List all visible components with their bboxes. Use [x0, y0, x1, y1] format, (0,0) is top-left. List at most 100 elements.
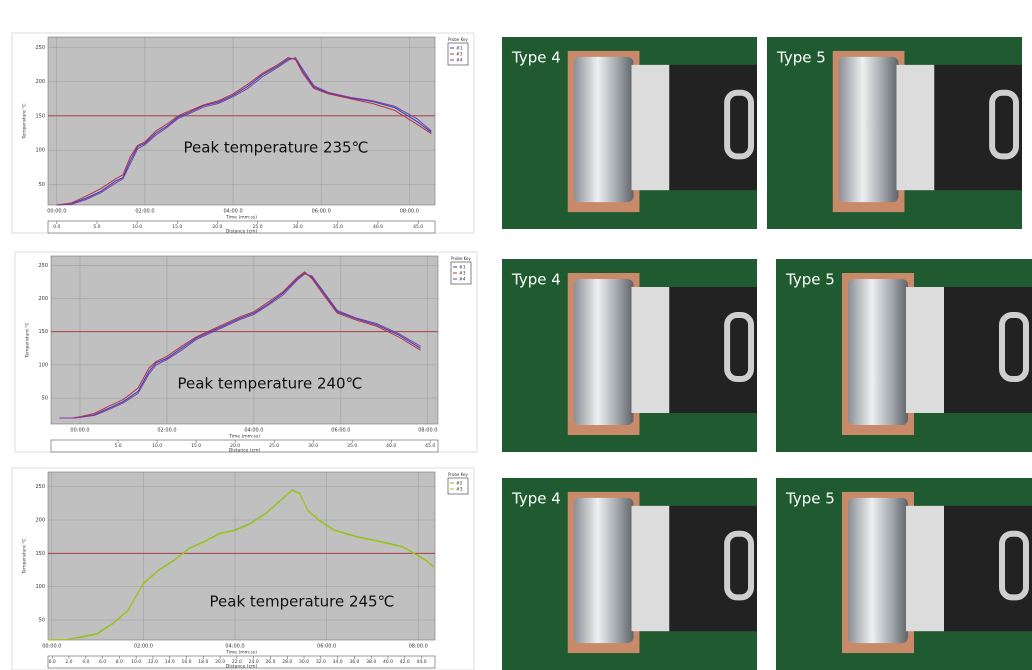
- x2-tick-label: 14.0: [165, 659, 175, 665]
- legend-label: #4: [456, 58, 463, 64]
- x-tick-label: 06:00.0: [331, 428, 350, 434]
- annotation: Peak temperature 235℃: [184, 139, 369, 157]
- series-line: [56, 57, 432, 206]
- photo-label: Type 4: [511, 490, 561, 508]
- x2-tick-label: 36.0: [349, 659, 359, 665]
- x-tick-label: 02:00.0: [134, 644, 153, 650]
- x2-tick-label: 20.0: [230, 443, 240, 449]
- y-tick-label: 200: [35, 518, 45, 524]
- x-tick-label: 06:00.0: [317, 644, 336, 650]
- x2-tick-label: 38.0: [366, 659, 376, 665]
- x-tick-label: 08:00.0: [418, 428, 437, 434]
- series-line: [59, 272, 421, 419]
- x2-tick-label: 25.0: [269, 443, 279, 449]
- x2-tick-label: 0.0: [49, 659, 56, 665]
- y-tick-label: 200: [35, 79, 45, 85]
- x2-tick-label: 5.0: [115, 443, 122, 449]
- x2-tick-label: 30.0: [299, 659, 309, 665]
- y-tick-label: 150: [38, 329, 48, 335]
- y-tick-label: 250: [35, 484, 45, 490]
- x-axis-label: Time (mm:ss): [225, 650, 257, 656]
- x2-tick-label: 20.0: [215, 659, 225, 665]
- plot-area: [47, 471, 436, 641]
- y-tick-label: 100: [35, 584, 45, 590]
- x2-tick-label: 40.0: [373, 224, 383, 230]
- y-axis-label: Temperature °C: [25, 322, 31, 358]
- x2-tick-label: 45.0: [425, 443, 435, 449]
- x2-tick-label: 30.0: [308, 443, 318, 449]
- annotation: Peak temperature 245℃: [210, 593, 395, 611]
- x2-tick-label: 25.0: [253, 224, 263, 230]
- x2-tick-label: 20.0: [212, 224, 222, 230]
- x2-tick-label: 26.0: [265, 659, 275, 665]
- x-tick-label: 04:00.0: [223, 209, 242, 215]
- x2-tick-label: 22.0: [232, 659, 242, 665]
- x2-tick-label: 24.0: [249, 659, 259, 665]
- plot-area: [50, 255, 439, 425]
- distance-axis: [50, 439, 439, 453]
- x2-tick-label: 42.0: [400, 659, 410, 665]
- series-line: [56, 57, 432, 206]
- legend-box: [447, 477, 469, 495]
- legend-title: Probe Key: [448, 472, 469, 477]
- y-tick-label: 150: [35, 113, 45, 119]
- x2-tick-label: 4.0: [82, 659, 89, 665]
- x2-tick-label: 8.0: [116, 659, 123, 665]
- x2-axis-label: Distance (cm): [226, 664, 258, 670]
- series-line: [47, 489, 434, 641]
- y-tick-label: 100: [38, 362, 48, 368]
- legend-label: #4: [459, 277, 466, 283]
- x-tick-label: 00:00.0: [70, 428, 89, 434]
- legend-label: #3: [459, 271, 466, 277]
- series-line: [47, 490, 434, 641]
- series-line: [59, 273, 421, 419]
- x2-tick-label: 10.0: [131, 659, 141, 665]
- x2-tick-label: 0.0: [53, 224, 60, 230]
- y-tick-label: 200: [38, 296, 48, 302]
- photo-label: Type 4: [511, 271, 561, 289]
- x-tick-label: 04:00.0: [244, 428, 263, 434]
- x2-tick-label: 10.0: [132, 224, 142, 230]
- photo-label: Type 4: [511, 49, 561, 67]
- plot-area: [47, 36, 436, 206]
- y-tick-label: 150: [35, 551, 45, 557]
- x2-tick-label: 35.0: [333, 224, 343, 230]
- x2-tick-label: 30.0: [293, 224, 303, 230]
- x2-tick-label: 16.0: [181, 659, 191, 665]
- x2-tick-label: 44.0: [417, 659, 427, 665]
- x2-tick-label: 18.0: [198, 659, 208, 665]
- x2-axis-label: Distance (cm): [229, 448, 261, 454]
- legend-label: #2: [456, 481, 463, 487]
- y-tick-label: 250: [35, 45, 45, 51]
- x-tick-label: 00:00.0: [47, 209, 66, 215]
- legend-title: Probe Key: [448, 37, 469, 42]
- legend-label: #1: [456, 46, 463, 52]
- y-tick-label: 100: [35, 148, 45, 154]
- x2-tick-label: 45.0: [413, 224, 423, 230]
- x-tick-label: 08:00.0: [409, 644, 428, 650]
- x2-tick-label: 15.0: [191, 443, 201, 449]
- legend-title: Probe Key: [451, 256, 472, 261]
- x2-tick-label: 28.0: [282, 659, 292, 665]
- x2-axis-label: Distance (cm): [226, 229, 258, 235]
- x-axis-label: Time (mm:ss): [225, 215, 257, 221]
- legend-label: #1: [459, 265, 466, 271]
- x-tick-label: 08:00.0: [400, 209, 419, 215]
- x2-tick-label: 6.0: [99, 659, 106, 665]
- legend-label: #3: [456, 487, 463, 493]
- x-axis-label: Time (mm:ss): [228, 434, 260, 440]
- distance-axis: [47, 220, 436, 234]
- x2-tick-label: 15.0: [172, 224, 182, 230]
- y-tick-label: 50: [42, 396, 48, 402]
- x2-tick-label: 32.0: [316, 659, 326, 665]
- distance-axis: [47, 655, 436, 669]
- x-tick-label: 02:00.0: [157, 428, 176, 434]
- x-tick-label: 04:00.0: [225, 644, 244, 650]
- series-line: [59, 271, 421, 419]
- photo-label: Type 5: [785, 271, 835, 289]
- photo-label: Type 5: [776, 49, 826, 67]
- x2-tick-label: 2.0: [65, 659, 72, 665]
- y-tick-label: 250: [38, 263, 48, 269]
- x2-tick-label: 40.0: [386, 443, 396, 449]
